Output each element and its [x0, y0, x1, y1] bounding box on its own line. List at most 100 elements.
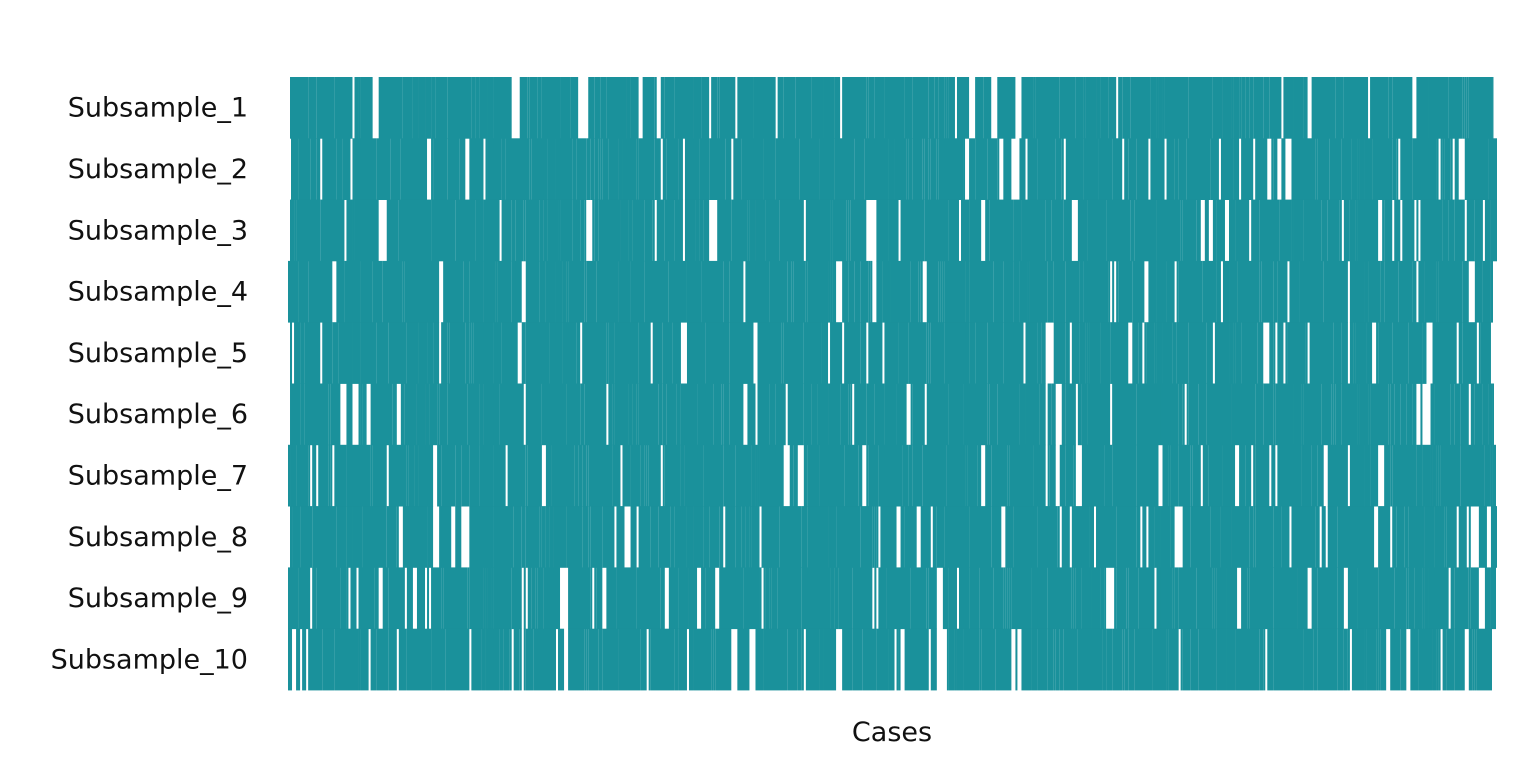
heatmap-cell-included [1414, 567, 1423, 630]
heatmap-cell-included [926, 567, 929, 630]
heatmap-cell-included [896, 628, 899, 691]
heatmap-cell-included [884, 383, 893, 446]
heatmap-cell-included [1083, 138, 1099, 200]
heatmap-cell-included [1351, 138, 1358, 200]
heatmap-cell-included [541, 506, 546, 568]
heatmap-cell-included [312, 506, 337, 568]
row-labels: Subsample_1 Subsample_2 Subsample_3 Subsamp… [51, 93, 248, 676]
heatmap-cell-included [1275, 383, 1294, 446]
heatmap-cell-included [1291, 506, 1316, 568]
heatmap-cell-included [1216, 199, 1225, 262]
heatmap-cell-included [1134, 199, 1157, 262]
heatmap-cell-included [1267, 628, 1274, 691]
heatmap-cell-included [1009, 567, 1012, 630]
heatmap-cell-included [1440, 138, 1443, 200]
heatmap-cell-included [918, 260, 921, 323]
heatmap-cell-included [638, 322, 651, 384]
heatmap-cell-included [1355, 322, 1367, 384]
heatmap-cell-included [1359, 138, 1365, 200]
heatmap-cell-included [1166, 628, 1169, 691]
heatmap-cell-included [1061, 383, 1066, 446]
heatmap-cell-included [1376, 322, 1379, 384]
heatmap-cell-included [362, 383, 367, 446]
heatmap-cell-included [801, 506, 808, 568]
heatmap-cell-included [1490, 444, 1493, 507]
heatmap-cell-included [1364, 444, 1371, 507]
heatmap-cell-included [803, 383, 812, 446]
heatmap-cell-included [1462, 260, 1469, 323]
heatmap-cell-included [1188, 322, 1207, 384]
heatmap-cell-included [963, 383, 988, 446]
heatmap-cell-included [688, 567, 691, 630]
heatmap-cell-included [590, 138, 595, 200]
heatmap-cell-included [1130, 77, 1151, 139]
heatmap-cell-included [290, 506, 293, 568]
heatmap-cell-included [1065, 322, 1070, 384]
heatmap-cell-included [956, 77, 970, 139]
heatmap-cell-included [1442, 628, 1447, 691]
heatmap-cell-included [997, 138, 1000, 200]
heatmap-cell-included [1366, 322, 1373, 384]
heatmap-cell-included [370, 628, 377, 691]
heatmap-cell-included [352, 138, 355, 200]
heatmap-cell-included [674, 77, 694, 139]
heatmap-cell-included [501, 322, 518, 384]
heatmap-cell-included [969, 567, 980, 630]
heatmap-cell-included [1148, 506, 1155, 568]
heatmap-cell-included [787, 628, 798, 691]
heatmap-cell-included [543, 567, 561, 630]
heatmap-cell-included [288, 444, 291, 507]
heatmap-cell-included [334, 444, 347, 507]
heatmap-cell-included [469, 506, 494, 568]
heatmap-cell-included [1033, 444, 1046, 507]
heatmap-cell-included [1420, 383, 1423, 446]
heatmap-cell-included [1259, 628, 1264, 691]
heatmap-cell-included [1410, 628, 1419, 691]
heatmap-cell-included [688, 628, 694, 691]
heatmap-cell-included [1357, 383, 1360, 446]
heatmap-cell-included [358, 383, 361, 446]
heatmap-cell-included [1311, 444, 1318, 507]
heatmap-cell-included [425, 77, 432, 139]
heatmap-cell-included [709, 138, 726, 200]
heatmap-cell-included [1335, 77, 1344, 139]
heatmap-cell-included [747, 199, 750, 262]
heatmap-cell-included [640, 444, 645, 507]
heatmap-cell-included [1079, 322, 1086, 384]
heatmap-cell-included [288, 567, 299, 630]
heatmap-cell-included [892, 138, 895, 200]
heatmap-cell-included [987, 138, 998, 200]
heatmap-cell-included [1073, 567, 1076, 630]
heatmap-cell-included [1287, 322, 1296, 384]
heatmap-cell-included [1075, 77, 1084, 139]
heatmap-cell-included [620, 199, 629, 262]
heatmap-cell-included [398, 628, 407, 691]
heatmap-cell-included [525, 322, 550, 384]
heatmap-cell-included [1176, 322, 1189, 384]
heatmap-cell-included [821, 322, 824, 384]
heatmap-cell-included [963, 628, 980, 691]
heatmap-cell-included [1214, 567, 1217, 630]
heatmap-cell-included [745, 506, 750, 568]
heatmap-cell-included [662, 444, 665, 507]
heatmap-cell-included [437, 383, 440, 446]
heatmap-cell-included [1170, 506, 1175, 568]
heatmap-cell-included [1077, 383, 1082, 446]
heatmap-cell-included [447, 322, 450, 384]
heatmap-cell-included [1208, 444, 1223, 507]
heatmap-cell-included [576, 322, 581, 384]
heatmap-cell-included [549, 322, 563, 384]
heatmap-cell-included [572, 138, 577, 200]
heatmap-cell-included [1124, 628, 1129, 691]
heatmap-cell-included [594, 199, 599, 262]
heatmap-cell-included [479, 444, 494, 507]
heatmap-cell-included [545, 444, 552, 507]
heatmap-cell-included [1065, 260, 1080, 323]
heatmap-cell-included [1359, 383, 1369, 446]
heatmap-cell-included [521, 506, 526, 568]
heatmap-cell-included [1434, 506, 1445, 568]
heatmap-cell-included [761, 506, 780, 568]
heatmap-cell-included [596, 567, 603, 630]
heatmap-cell-included [900, 506, 905, 568]
heatmap-cell-included [513, 506, 522, 568]
